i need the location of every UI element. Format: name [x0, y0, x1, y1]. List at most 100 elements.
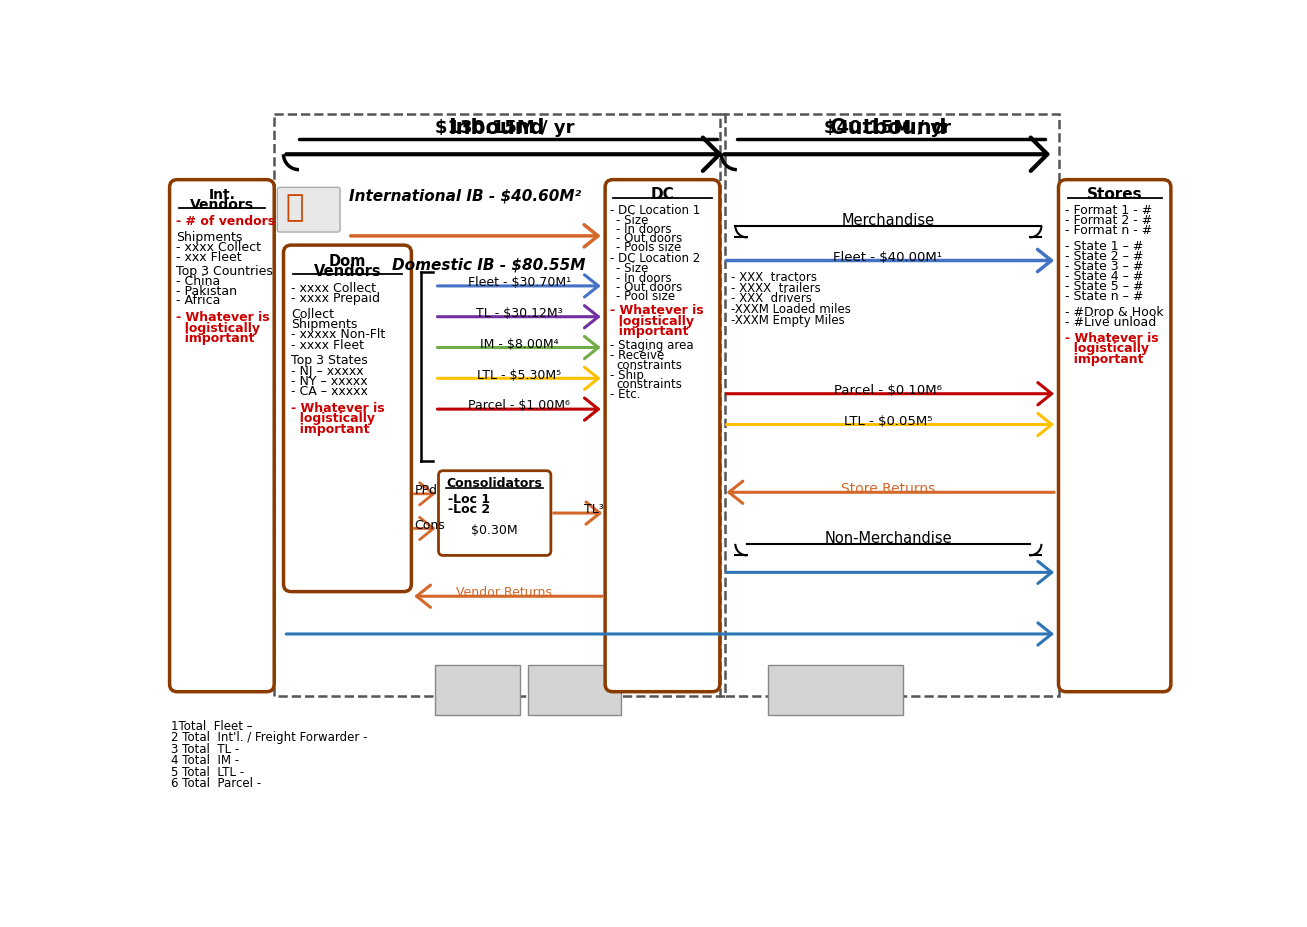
- Text: Domestic IB - $80.55M: Domestic IB - $80.55M: [392, 258, 586, 273]
- Text: Fleet - $40.00M¹: Fleet - $40.00M¹: [834, 250, 942, 263]
- Text: - In doors: - In doors: [616, 222, 672, 235]
- Text: - Etc.: - Etc.: [610, 387, 640, 400]
- Bar: [435, 665, 520, 715]
- Text: Int.: Int.: [208, 188, 235, 202]
- Text: important: important: [610, 325, 689, 338]
- Text: Shipments: Shipments: [175, 231, 242, 244]
- Text: - Pools size: - Pools size: [616, 241, 681, 254]
- Bar: [609, 615, 716, 684]
- Text: DC: DC: [651, 186, 674, 201]
- Text: - Africa: - Africa: [175, 294, 220, 307]
- Text: 5 Total  LTL -: 5 Total LTL -: [171, 765, 244, 778]
- Text: $0.30M: $0.30M: [472, 524, 518, 537]
- Text: - State 4 – #: - State 4 – #: [1065, 270, 1144, 283]
- Bar: [528, 665, 621, 715]
- Text: Merchandise: Merchandise: [842, 213, 935, 228]
- Text: - China: - China: [175, 275, 220, 288]
- Text: - Whatever is: - Whatever is: [175, 311, 269, 324]
- Text: - Pool size: - Pool size: [616, 289, 676, 303]
- Text: Vendors: Vendors: [190, 198, 254, 212]
- Text: - xxxxx Non-Flt: - xxxxx Non-Flt: [291, 328, 386, 341]
- Text: - Size: - Size: [616, 262, 648, 275]
- Text: IM - $8.00M⁴: IM - $8.00M⁴: [480, 337, 558, 350]
- Text: Vendor Returns: Vendor Returns: [456, 586, 553, 599]
- Text: Non-Merchandise: Non-Merchandise: [825, 530, 951, 545]
- Text: Inbound: Inbound: [448, 118, 545, 137]
- Text: - State 1 – #: - State 1 – #: [1065, 240, 1144, 253]
- Text: - #Drop & Hook: - #Drop & Hook: [1065, 306, 1163, 319]
- Text: Top 3 Countries: Top 3 Countries: [175, 264, 273, 277]
- Text: TL - $30.12M³: TL - $30.12M³: [476, 307, 562, 320]
- Text: - Format 1 - #: - Format 1 - #: [1065, 204, 1151, 217]
- Text: important: important: [1065, 353, 1144, 366]
- Text: logistically: logistically: [1065, 342, 1149, 355]
- Text: - Pakistan: - Pakistan: [175, 285, 237, 298]
- Bar: [274, 115, 725, 696]
- Text: - State n – #: - State n – #: [1065, 289, 1144, 303]
- Text: - Format 2 - #: - Format 2 - #: [1065, 213, 1151, 226]
- FancyBboxPatch shape: [439, 471, 550, 556]
- Text: - In doors: - In doors: [616, 272, 672, 285]
- Text: 1Total  Fleet –: 1Total Fleet –: [171, 718, 252, 732]
- Text: - NY – xxxxx: - NY – xxxxx: [291, 375, 367, 387]
- Text: important: important: [175, 332, 255, 345]
- Text: - #Live unload: - #Live unload: [1065, 316, 1155, 329]
- Text: - Ship: - Ship: [610, 368, 643, 381]
- Text: logistically: logistically: [610, 314, 694, 327]
- Text: - Whatever is: - Whatever is: [1065, 331, 1158, 344]
- Text: Collect: Collect: [291, 308, 335, 321]
- Text: 🚢: 🚢: [286, 193, 305, 222]
- Text: Parcel - $1.00M⁶: Parcel - $1.00M⁶: [468, 399, 570, 412]
- Text: - xxxx Collect: - xxxx Collect: [175, 241, 261, 254]
- Text: - State 2 – #: - State 2 – #: [1065, 249, 1144, 262]
- FancyBboxPatch shape: [277, 188, 340, 233]
- Bar: [1060, 627, 1168, 688]
- Text: - Receive: - Receive: [610, 349, 664, 362]
- Bar: [171, 623, 268, 684]
- Text: - Size: - Size: [616, 213, 648, 226]
- Text: - XXX  tractors: - XXX tractors: [732, 271, 817, 284]
- Text: Cons: Cons: [414, 518, 446, 531]
- Text: constraints: constraints: [616, 358, 682, 371]
- Text: - Whatever is: - Whatever is: [610, 303, 703, 316]
- Bar: [769, 665, 903, 715]
- Text: - Out doors: - Out doors: [616, 281, 682, 294]
- FancyBboxPatch shape: [170, 181, 274, 692]
- Text: - xxx Fleet: - xxx Fleet: [175, 250, 242, 263]
- Text: - DC Location 2: - DC Location 2: [610, 252, 701, 265]
- FancyBboxPatch shape: [284, 246, 412, 592]
- Text: logistically: logistically: [291, 412, 375, 425]
- Text: - XXX  drivers: - XXX drivers: [732, 292, 813, 305]
- FancyBboxPatch shape: [1059, 181, 1171, 692]
- Text: 2 Total  Int'l. / Freight Forwarder -: 2 Total Int'l. / Freight Forwarder -: [171, 730, 367, 743]
- Text: $130.15M / yr: $130.15M / yr: [435, 119, 574, 136]
- Text: Fleet - $30.70M¹: Fleet - $30.70M¹: [468, 276, 571, 289]
- Text: - xxxx Fleet: - xxxx Fleet: [291, 338, 365, 351]
- Text: Shipments: Shipments: [291, 317, 358, 330]
- Text: logistically: logistically: [175, 322, 260, 335]
- Text: - xxxx Prepaid: - xxxx Prepaid: [291, 292, 380, 305]
- Text: International IB - $40.60M²: International IB - $40.60M²: [349, 188, 582, 203]
- Text: Vendors: Vendors: [314, 263, 382, 278]
- Text: - DC Location 1: - DC Location 1: [610, 204, 701, 217]
- FancyBboxPatch shape: [605, 181, 720, 692]
- Text: Dom: Dom: [329, 254, 366, 269]
- Text: 3 Total  TL -: 3 Total TL -: [171, 742, 239, 755]
- Text: Stores: Stores: [1087, 186, 1142, 201]
- Text: Top 3 States: Top 3 States: [291, 353, 369, 366]
- Text: important: important: [291, 423, 370, 436]
- Text: - Staging area: - Staging area: [610, 339, 694, 352]
- Text: 6 Total  Parcel -: 6 Total Parcel -: [171, 777, 261, 790]
- Text: -XXXM Loaded miles: -XXXM Loaded miles: [732, 303, 851, 316]
- Text: - Whatever is: - Whatever is: [291, 401, 384, 414]
- Text: PPd: PPd: [414, 484, 438, 497]
- Text: -XXXM Empty Miles: -XXXM Empty Miles: [732, 313, 846, 326]
- Text: -Loc 1: -Loc 1: [448, 492, 490, 505]
- Text: LTL - $5.30M⁵: LTL - $5.30M⁵: [477, 368, 561, 381]
- Text: -Loc 2: -Loc 2: [448, 502, 490, 515]
- Text: - XXXX  trailers: - XXXX trailers: [732, 281, 821, 294]
- Text: - CA – xxxxx: - CA – xxxxx: [291, 385, 369, 398]
- Text: - State 5 – #: - State 5 – #: [1065, 280, 1144, 293]
- Text: $40.15M / yr: $40.15M / yr: [823, 119, 950, 136]
- Text: Outbound: Outbound: [830, 118, 946, 137]
